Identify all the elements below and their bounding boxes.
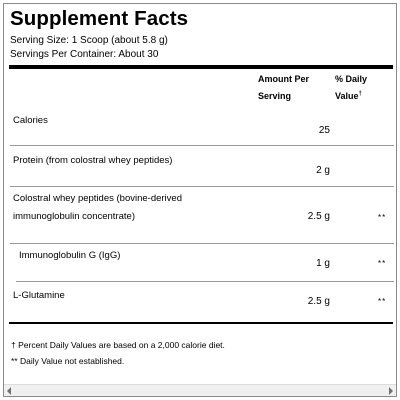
row-label-immunoglobulin-g: Immunoglobulin G (IgG) — [19, 250, 121, 261]
row-divider — [10, 243, 394, 244]
footnote-dv-not-established: ** Daily Value not established. — [11, 356, 125, 366]
row-label-l-glutamine: L-Glutamine — [13, 290, 65, 301]
row-dv-immunoglobulin-g: ** — [378, 259, 387, 268]
row-dv-l-glutamine: ** — [378, 297, 387, 306]
dv-dagger-mark: † — [358, 91, 362, 97]
horizontal-scrollbar[interactable] — [4, 384, 396, 396]
amount-per-serving-header: Amount Per Serving — [258, 71, 328, 105]
thick-divider — [9, 65, 393, 69]
row-label-colostral-whey-peptides: Colostral whey peptides (bovine-derived — [13, 193, 182, 204]
scroll-right-arrow-icon[interactable] — [389, 387, 393, 395]
row-divider — [16, 281, 394, 282]
row-amount-l-glutamine: 2.5 g — [307, 296, 330, 307]
row-amount-colostral-whey-peptides: 2.5 g — [307, 211, 330, 222]
bottom-divider — [9, 322, 393, 324]
row-label-colostral-whey-peptides-line2: immunoglobulin concentrate) — [13, 211, 135, 222]
row-amount-immunoglobulin-g: 1 g — [316, 258, 330, 269]
dv-header-line2: Value — [335, 91, 359, 101]
footnote-daily-value-basis: † Percent Daily Values are based on a 2,… — [11, 340, 225, 350]
row-amount-calories: 25 — [318, 125, 330, 136]
row-label-calories: Calories — [13, 115, 48, 126]
daily-value-header: % Daily Value† — [335, 71, 385, 105]
supplement-facts-panel: Supplement Facts Serving Size: 1 Scoop (… — [3, 3, 397, 397]
row-label-protein: Protein (from colostral whey peptides) — [13, 155, 173, 166]
row-divider — [10, 186, 394, 187]
serving-size: Serving Size: 1 Scoop (about 5.8 g) — [10, 35, 168, 46]
panel-title: Supplement Facts — [10, 7, 189, 30]
amount-header-line1: Amount Per — [258, 74, 310, 84]
row-amount-protein: 2 g — [316, 165, 330, 176]
row-divider — [10, 145, 394, 146]
dv-header-line1: % Daily — [335, 74, 368, 84]
row-dv-colostral-whey-peptides: ** — [378, 213, 387, 222]
scroll-left-arrow-icon[interactable] — [7, 387, 11, 395]
amount-header-line2: Serving — [258, 91, 292, 101]
servings-per-container: Servings Per Container: About 30 — [10, 49, 159, 60]
